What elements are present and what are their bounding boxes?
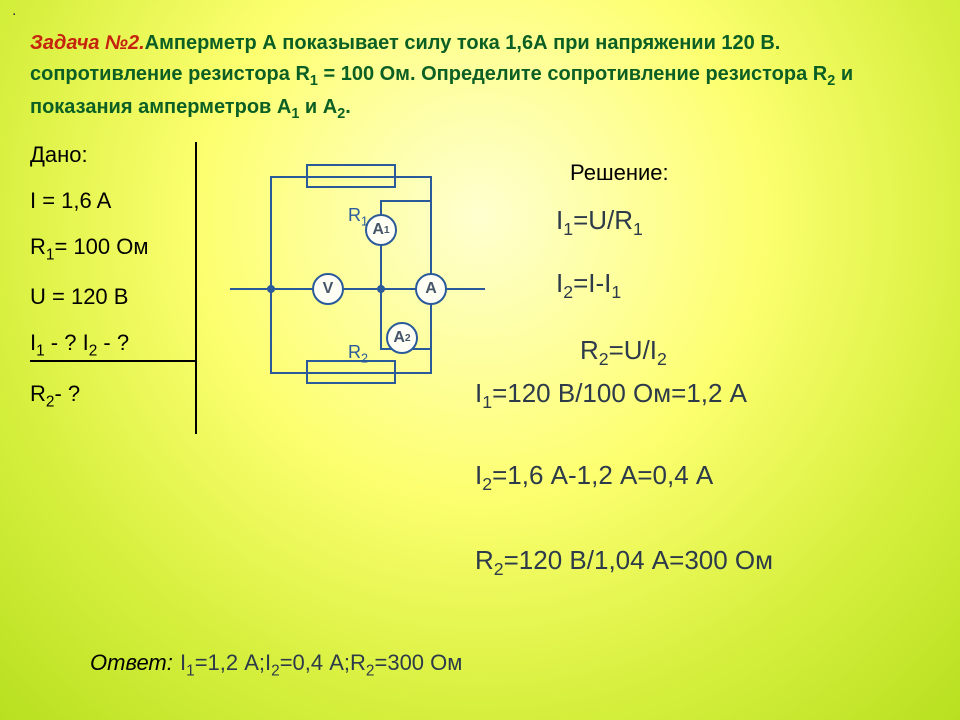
wire-center-top <box>380 200 432 202</box>
given-vline <box>195 142 197 434</box>
given-title: Дано: <box>30 142 210 168</box>
given-block: Дано: I = 1,6 A R1= 100 Ом U = 120 B I1 … <box>30 142 210 431</box>
eq-r2: R2=U/I2 <box>580 335 667 370</box>
problem-lead: Задача № <box>30 32 128 54</box>
eq-i2: I2=I-I1 <box>556 268 621 303</box>
wire-r-bot <box>430 348 432 374</box>
wire-left <box>270 176 272 374</box>
wire-r-top <box>430 176 432 202</box>
label-r2: R2 <box>348 342 368 366</box>
given-U: U = 120 B <box>30 284 210 310</box>
given-hline <box>30 360 195 362</box>
answer-value: I1=1,2 А;I2=0,4 А;R2=300 Ом <box>180 650 462 680</box>
solution-title: Решение: <box>570 160 669 186</box>
answer-label: Ответ: <box>90 650 173 676</box>
eq-i1-calc: I1=120 В/100 Ом=1,2 А <box>475 378 747 413</box>
node-left <box>267 285 275 293</box>
decor-dot: . <box>12 2 16 20</box>
meter-a: A <box>415 273 447 305</box>
label-r1: R1 <box>348 205 368 229</box>
circuit-diagram: V A A1 A2 R1 R2 <box>230 160 485 390</box>
resistor-r1 <box>306 164 396 188</box>
eq-i1: I1=U/R1 <box>556 205 643 240</box>
given-R1: R1= 100 Ом <box>30 234 210 264</box>
eq-i2-calc: I2=1,6 А-1,2 А=0,4 А <box>475 460 713 495</box>
meter-v: V <box>312 273 344 305</box>
given-find-I: I1 - ? I2 - ? <box>30 330 210 360</box>
eq-r2-calc: R2=120 В/1,04 А=300 Ом <box>475 545 773 580</box>
given-find-R2: R2- ? <box>30 381 210 411</box>
meter-a2: A2 <box>386 322 418 354</box>
node-center <box>377 285 385 293</box>
problem-statement: Задача №2.Амперметр А показывает силу то… <box>30 28 930 126</box>
given-I: I = 1,6 A <box>30 188 210 214</box>
meter-a1: A1 <box>365 214 397 246</box>
